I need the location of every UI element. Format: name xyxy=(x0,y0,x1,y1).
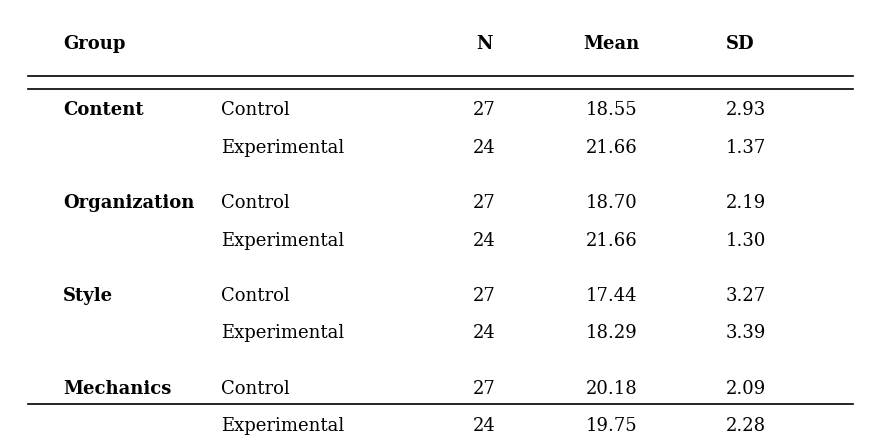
Text: 20.18: 20.18 xyxy=(586,380,638,398)
Text: Mechanics: Mechanics xyxy=(63,380,171,398)
Text: 21.66: 21.66 xyxy=(586,139,638,156)
Text: 2.93: 2.93 xyxy=(726,101,766,119)
Text: 3.27: 3.27 xyxy=(726,287,766,305)
Text: Group: Group xyxy=(63,35,125,52)
Text: 24: 24 xyxy=(473,232,496,250)
Text: 24: 24 xyxy=(473,324,496,343)
Text: Style: Style xyxy=(63,287,113,305)
Text: Experimental: Experimental xyxy=(221,417,344,435)
Text: 1.30: 1.30 xyxy=(726,232,766,250)
Text: 3.39: 3.39 xyxy=(726,324,766,343)
Text: Control: Control xyxy=(221,194,290,212)
Text: 24: 24 xyxy=(473,139,496,156)
Text: Experimental: Experimental xyxy=(221,324,344,343)
Text: 24: 24 xyxy=(473,417,496,435)
Text: 21.66: 21.66 xyxy=(586,232,638,250)
Text: 27: 27 xyxy=(473,380,496,398)
Text: Experimental: Experimental xyxy=(221,232,344,250)
Text: 18.29: 18.29 xyxy=(586,324,638,343)
Text: 17.44: 17.44 xyxy=(586,287,638,305)
Text: Experimental: Experimental xyxy=(221,139,344,156)
Text: Control: Control xyxy=(221,380,290,398)
Text: Organization: Organization xyxy=(63,194,194,212)
Text: Content: Content xyxy=(63,101,144,119)
Text: 18.55: 18.55 xyxy=(586,101,638,119)
Text: 2.09: 2.09 xyxy=(726,380,766,398)
Text: 2.19: 2.19 xyxy=(726,194,766,212)
Text: 2.28: 2.28 xyxy=(726,417,766,435)
Text: Control: Control xyxy=(221,287,290,305)
Text: 27: 27 xyxy=(473,194,496,212)
Text: Control: Control xyxy=(221,101,290,119)
Text: SD: SD xyxy=(726,35,754,52)
Text: 19.75: 19.75 xyxy=(586,417,638,435)
Text: Mean: Mean xyxy=(583,35,640,52)
Text: 27: 27 xyxy=(473,287,496,305)
Text: 18.70: 18.70 xyxy=(586,194,638,212)
Text: 1.37: 1.37 xyxy=(726,139,766,156)
Text: N: N xyxy=(476,35,492,52)
Text: 27: 27 xyxy=(473,101,496,119)
